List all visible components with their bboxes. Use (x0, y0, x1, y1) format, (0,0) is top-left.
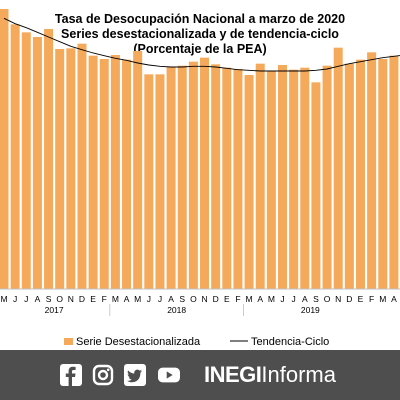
bar-24 (266, 71, 276, 289)
bar-20 (222, 67, 232, 289)
month-label-26: J (292, 294, 296, 304)
month-label-24: M (268, 294, 275, 304)
facebook-icon[interactable] (60, 364, 82, 386)
bar-28 (311, 82, 321, 289)
legend-line-label: Tendencia-Ciclo (251, 336, 329, 348)
month-label-0: M (0, 294, 7, 304)
bar-5 (55, 49, 65, 289)
year-label-0: 2017 (45, 305, 64, 315)
inegi-informa-logo[interactable]: INEGIInforma (204, 360, 336, 390)
month-label-21: F (235, 294, 240, 304)
month-label-14: J (158, 294, 162, 304)
month-label-23: A (257, 294, 263, 304)
bar-7 (77, 43, 87, 289)
month-label-30: N (335, 294, 341, 304)
chart-title-line-3: (Porcentaje de la PEA) (133, 42, 267, 56)
month-label-12: M (134, 294, 141, 304)
month-label-2: J (24, 294, 28, 304)
month-label-6: N (68, 294, 74, 304)
brand-regular-text: Informa (261, 362, 336, 387)
bar-1 (10, 24, 20, 290)
bars-group (0, 9, 399, 290)
bar-31 (344, 63, 354, 289)
youtube-icon[interactable] (158, 364, 180, 386)
bar-30 (333, 47, 343, 289)
month-label-34: M (379, 294, 386, 304)
month-label-13: J (147, 294, 151, 304)
month-label-22: M (246, 294, 253, 304)
bar-19 (211, 64, 221, 289)
month-label-25: J (280, 294, 284, 304)
legend-bar-label: Serie Desestacionalizada (76, 336, 201, 348)
bar-25 (278, 65, 287, 289)
month-label-4: S (46, 294, 52, 304)
unemployment-chart: MJJASONDEFMAMJJASONDEFMAMJJASONDEFMAMJJA… (0, 9, 400, 348)
bar-14 (155, 74, 165, 289)
month-label-28: S (313, 294, 319, 304)
chart-title-line-2: Series desestacionalizada y de tendencia… (61, 27, 339, 41)
twitter-icon[interactable] (124, 364, 146, 386)
brand-bold-text: INEGI (204, 362, 262, 387)
month-label-29: O (324, 294, 331, 304)
bar-27 (300, 67, 310, 289)
month-label-35: A (391, 294, 397, 304)
bar-2 (21, 32, 31, 289)
bar-4 (44, 29, 54, 289)
bar-32 (355, 59, 365, 289)
month-label-19: D (213, 294, 219, 304)
bar-6 (66, 48, 76, 289)
bar-3 (32, 37, 42, 289)
bar-29 (322, 65, 332, 289)
bar-11 (122, 59, 132, 289)
bar-23 (255, 63, 265, 289)
month-label-11: A (124, 294, 130, 304)
month-label-1: J (13, 294, 17, 304)
month-label-9: F (102, 294, 107, 304)
bar-17 (188, 61, 198, 289)
year-label-2: 2019 (301, 305, 320, 315)
legend-bar-swatch (64, 338, 73, 345)
bar-18 (200, 57, 210, 289)
bar-22 (244, 75, 254, 289)
month-label-20: E (224, 294, 230, 304)
month-label-5: O (56, 294, 63, 304)
bar-21 (233, 69, 243, 289)
bar-35 (389, 55, 399, 289)
year-labels-group: 2017 2018 2019 (45, 304, 320, 316)
bar-13 (144, 74, 154, 289)
year-label-1: 2018 (167, 305, 186, 315)
month-label-18: N (201, 294, 207, 304)
month-label-27: A (302, 294, 308, 304)
bar-8 (88, 55, 98, 289)
legend: Serie Desestacionalizada Tendencia-Ciclo (64, 336, 329, 348)
trend-line (3, 17, 400, 72)
bar-33 (367, 52, 377, 289)
bar-0 (0, 9, 9, 289)
bar-12 (133, 51, 143, 289)
month-label-33: F (369, 294, 374, 304)
bar-16 (177, 65, 187, 289)
month-label-10: M (112, 294, 119, 304)
month-label-7: D (79, 294, 85, 304)
instagram-icon[interactable] (92, 364, 114, 386)
bar-15 (166, 67, 176, 289)
month-label-3: A (35, 294, 41, 304)
chart-title-line-1: Tasa de Desocupación Nacional a marzo de… (54, 12, 346, 26)
month-labels-group: MJJASONDEFMAMJJASONDEFMAMJJASONDEFMAMJJA… (0, 294, 397, 304)
month-label-8: E (90, 294, 96, 304)
month-label-16: S (179, 294, 185, 304)
month-label-31: D (346, 294, 352, 304)
bar-34 (378, 59, 388, 289)
bar-26 (289, 69, 299, 289)
bar-9 (99, 59, 109, 289)
month-label-17: O (190, 294, 197, 304)
month-label-32: E (358, 294, 364, 304)
bar-10 (110, 55, 120, 289)
month-label-15: A (168, 294, 174, 304)
